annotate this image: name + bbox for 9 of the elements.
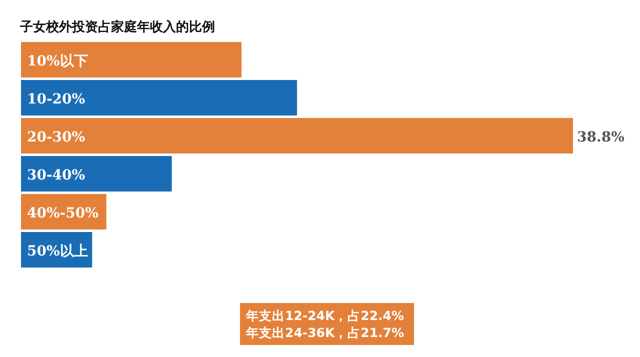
y-tick-label: 30-40%: [27, 167, 86, 184]
y-tick-label: 10%以下: [27, 53, 88, 70]
chart-title: 子女校外投资占家庭年收入的比例: [19, 19, 215, 35]
data-label: 38.8%: [577, 129, 624, 146]
y-tick-label: 50%以上: [27, 243, 88, 260]
y-tick-label: 10-20%: [27, 91, 86, 108]
y-tick-label: 40%-50%: [27, 205, 98, 222]
note: 年支出12-24K，占22.4% 年支出24-36K，占21.7%: [240, 303, 414, 345]
y-tick-label: 20-30%: [27, 129, 86, 146]
